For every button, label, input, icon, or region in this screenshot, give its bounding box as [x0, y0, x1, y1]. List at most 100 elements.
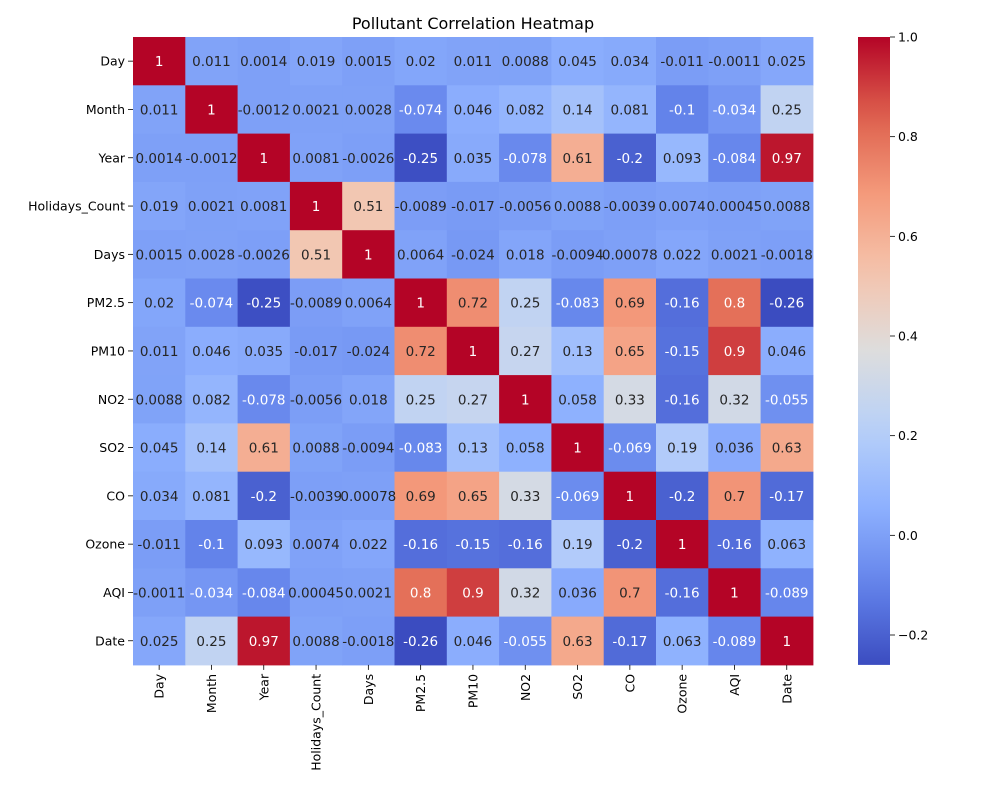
heatmap-cell: [708, 133, 762, 183]
heatmap-cell: [499, 568, 552, 618]
heatmap-cell: [499, 423, 552, 473]
colorbar-tick-label: 0.4: [898, 329, 918, 344]
heatmap-cell: [394, 326, 448, 376]
heatmap-cell-label: 0.046: [454, 634, 493, 650]
heatmap-cell: [133, 181, 186, 231]
heatmap-cell: [394, 37, 448, 86]
heatmap-cell: [656, 568, 709, 618]
heatmap-cell: [133, 520, 186, 569]
heatmap-cell: [446, 133, 500, 183]
heatmap-cell: [499, 230, 552, 279]
heatmap-cell-label: 0.02: [144, 296, 174, 312]
heatmap-cell-label: 0.0021: [188, 199, 235, 215]
heatmap-cell-label: 0.036: [715, 441, 754, 457]
heatmap-cell-label: -0.16: [403, 537, 438, 553]
x-tick-label: Year: [256, 673, 271, 701]
heatmap-cell: [133, 326, 186, 376]
heatmap-cell: [342, 471, 395, 521]
x-tick-label: PM10: [465, 674, 480, 708]
heatmap-cell-label: 0.14: [196, 441, 226, 457]
heatmap-cell: [446, 423, 500, 473]
heatmap-cell: [394, 230, 448, 279]
heatmap-cell: [446, 520, 500, 569]
heatmap-cell-label: 0.0028: [345, 102, 392, 118]
heatmap-cell: [289, 616, 343, 666]
colorbar-scale: [858, 37, 890, 665]
heatmap-cell-label: -0.034: [190, 585, 234, 601]
heatmap-cell-label: -0.1: [669, 102, 695, 118]
heatmap-cell: [446, 85, 500, 135]
heatmap-cell-label: 0.046: [767, 344, 806, 360]
heatmap-cell: [237, 278, 291, 328]
heatmap-cell-label: 0.046: [192, 344, 231, 360]
heatmap-cell: [760, 230, 814, 279]
heatmap-cell-label: 0.61: [563, 151, 593, 167]
heatmap-cell: [760, 423, 814, 473]
y-tick-label: NO2: [98, 392, 125, 407]
heatmap-cell-label: -0.055: [503, 634, 547, 650]
heatmap-cell-label: 0.27: [458, 392, 488, 408]
heatmap-cell-label: 0.69: [406, 489, 436, 505]
heatmap-cell-label: 0.025: [140, 634, 179, 650]
heatmap-cell: [446, 616, 500, 666]
x-tick-label: CO: [622, 674, 637, 693]
heatmap-cell-label: -0.0018: [761, 247, 813, 263]
heatmap-cell-label: 0.025: [767, 54, 806, 70]
heatmap-cell: [499, 133, 552, 183]
heatmap-cell-label: 0.7: [724, 489, 745, 505]
heatmap-cell-label: 1: [730, 585, 739, 601]
heatmap-cell-label: 1: [312, 199, 321, 215]
heatmap-cell-label: -0.1: [198, 537, 224, 553]
heatmap-cell: [603, 133, 657, 183]
heatmap-cell-label: 0.00078: [340, 489, 396, 505]
heatmap-cell-label: 0.65: [615, 344, 645, 360]
heatmap-cell: [708, 230, 762, 279]
heatmap-cell-label: -0.017: [294, 344, 338, 360]
heatmap-cell-label: 0.0015: [136, 247, 183, 263]
heatmap-cell-label: 1: [521, 392, 530, 408]
heatmap-cell-label: 0.65: [458, 489, 488, 505]
heatmap-cell: [342, 375, 395, 424]
heatmap-cell: [133, 423, 186, 473]
heatmap-cell: [760, 37, 814, 86]
heatmap-cell-label: 1: [155, 54, 164, 70]
heatmap-cell-label: 0.063: [663, 634, 702, 650]
heatmap-cell-label: 1: [678, 537, 687, 553]
heatmap-cell: [237, 616, 291, 666]
heatmap-cell: [656, 37, 709, 86]
heatmap-cell-label: 1: [416, 296, 425, 312]
heatmap-cell: [760, 616, 814, 666]
heatmap-cell: [708, 423, 762, 473]
heatmap-cell-label: -0.16: [665, 296, 700, 312]
heatmap-cell-label: 0.093: [663, 151, 702, 167]
heatmap-cell-label: 0.51: [301, 247, 331, 263]
heatmap-cell: [133, 133, 186, 183]
heatmap-cell: [708, 37, 762, 86]
heatmap-cell-label: -0.074: [190, 296, 234, 312]
heatmap-cell: [499, 375, 552, 424]
heatmap-cell: [289, 423, 343, 473]
heatmap-cell: [760, 85, 814, 135]
heatmap-cell-label: -0.25: [246, 296, 281, 312]
heatmap-cell: [446, 568, 500, 618]
heatmap-cell-label: -0.069: [556, 489, 600, 505]
heatmap-cell: [708, 568, 762, 618]
heatmap-cell-label: 0.32: [510, 585, 540, 601]
heatmap-cell-label: 0.13: [563, 344, 593, 360]
heatmap-cell: [133, 616, 186, 666]
heatmap-cell-label: 0.0088: [292, 441, 339, 457]
heatmap-cell: [289, 568, 343, 618]
heatmap-cell-label: -0.084: [242, 585, 286, 601]
heatmap-cell: [289, 520, 343, 569]
heatmap-cell-label: 0.036: [558, 585, 597, 601]
y-tick-label: Holidays_Count: [28, 199, 125, 214]
heatmap-cell: [760, 133, 814, 183]
heatmap-cell-label: 0.0015: [345, 54, 392, 70]
heatmap-cell-label: 0.0088: [136, 392, 183, 408]
colorbar-tick-label: 0.0: [898, 528, 918, 543]
heatmap-cell-label: -0.083: [556, 296, 600, 312]
heatmap-cell: [551, 181, 605, 231]
heatmap-cells: [133, 37, 814, 666]
heatmap-cell-label: 0.011: [140, 102, 179, 118]
heatmap-cell: [237, 471, 291, 521]
